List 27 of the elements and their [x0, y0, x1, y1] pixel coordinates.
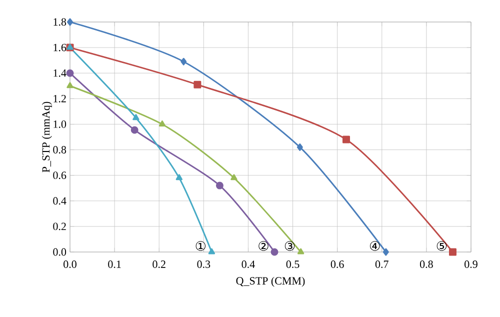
series-label: ⑤ — [436, 241, 447, 251]
y-tick-label: 0.4 — [53, 197, 66, 205]
y-tick-label: 1.0 — [54, 120, 66, 128]
x-tick-label: 0.0 — [64, 260, 76, 268]
x-tick-label: 0.3 — [197, 260, 210, 268]
x-tick-label: 0.6 — [330, 260, 344, 268]
y-tick-label: 1.4 — [54, 69, 66, 77]
x-tick-label: 0.9 — [464, 260, 478, 268]
x-tick-label: 0.5 — [286, 260, 300, 268]
x-tick-label: 0.2 — [152, 260, 166, 268]
y-tick-label: 0.2 — [53, 222, 66, 230]
y-tick-label: 1.6 — [54, 44, 66, 52]
y-tick-label: 0.0 — [53, 248, 66, 256]
x-axis-title: Q_STP (CMM) — [236, 276, 305, 287]
y-axis-title: P_STP (mmAq) — [42, 102, 52, 172]
series-label: ① — [196, 241, 206, 251]
x-tick-label: 0.8 — [420, 260, 433, 268]
series-label: ③ — [284, 241, 295, 251]
x-tick-label: 0.4 — [242, 260, 255, 268]
x-tick-label: 0.1 — [108, 260, 121, 268]
series-label: ④ — [370, 241, 380, 251]
y-tick-label: 0.6 — [53, 172, 66, 180]
x-tick-label: 0.7 — [375, 260, 388, 268]
series-label: ② — [258, 241, 268, 251]
y-tick-label: 0.8 — [53, 146, 66, 154]
y-tick-label: 1.2 — [54, 94, 66, 102]
y-tick-label: 1.8 — [54, 18, 66, 26]
